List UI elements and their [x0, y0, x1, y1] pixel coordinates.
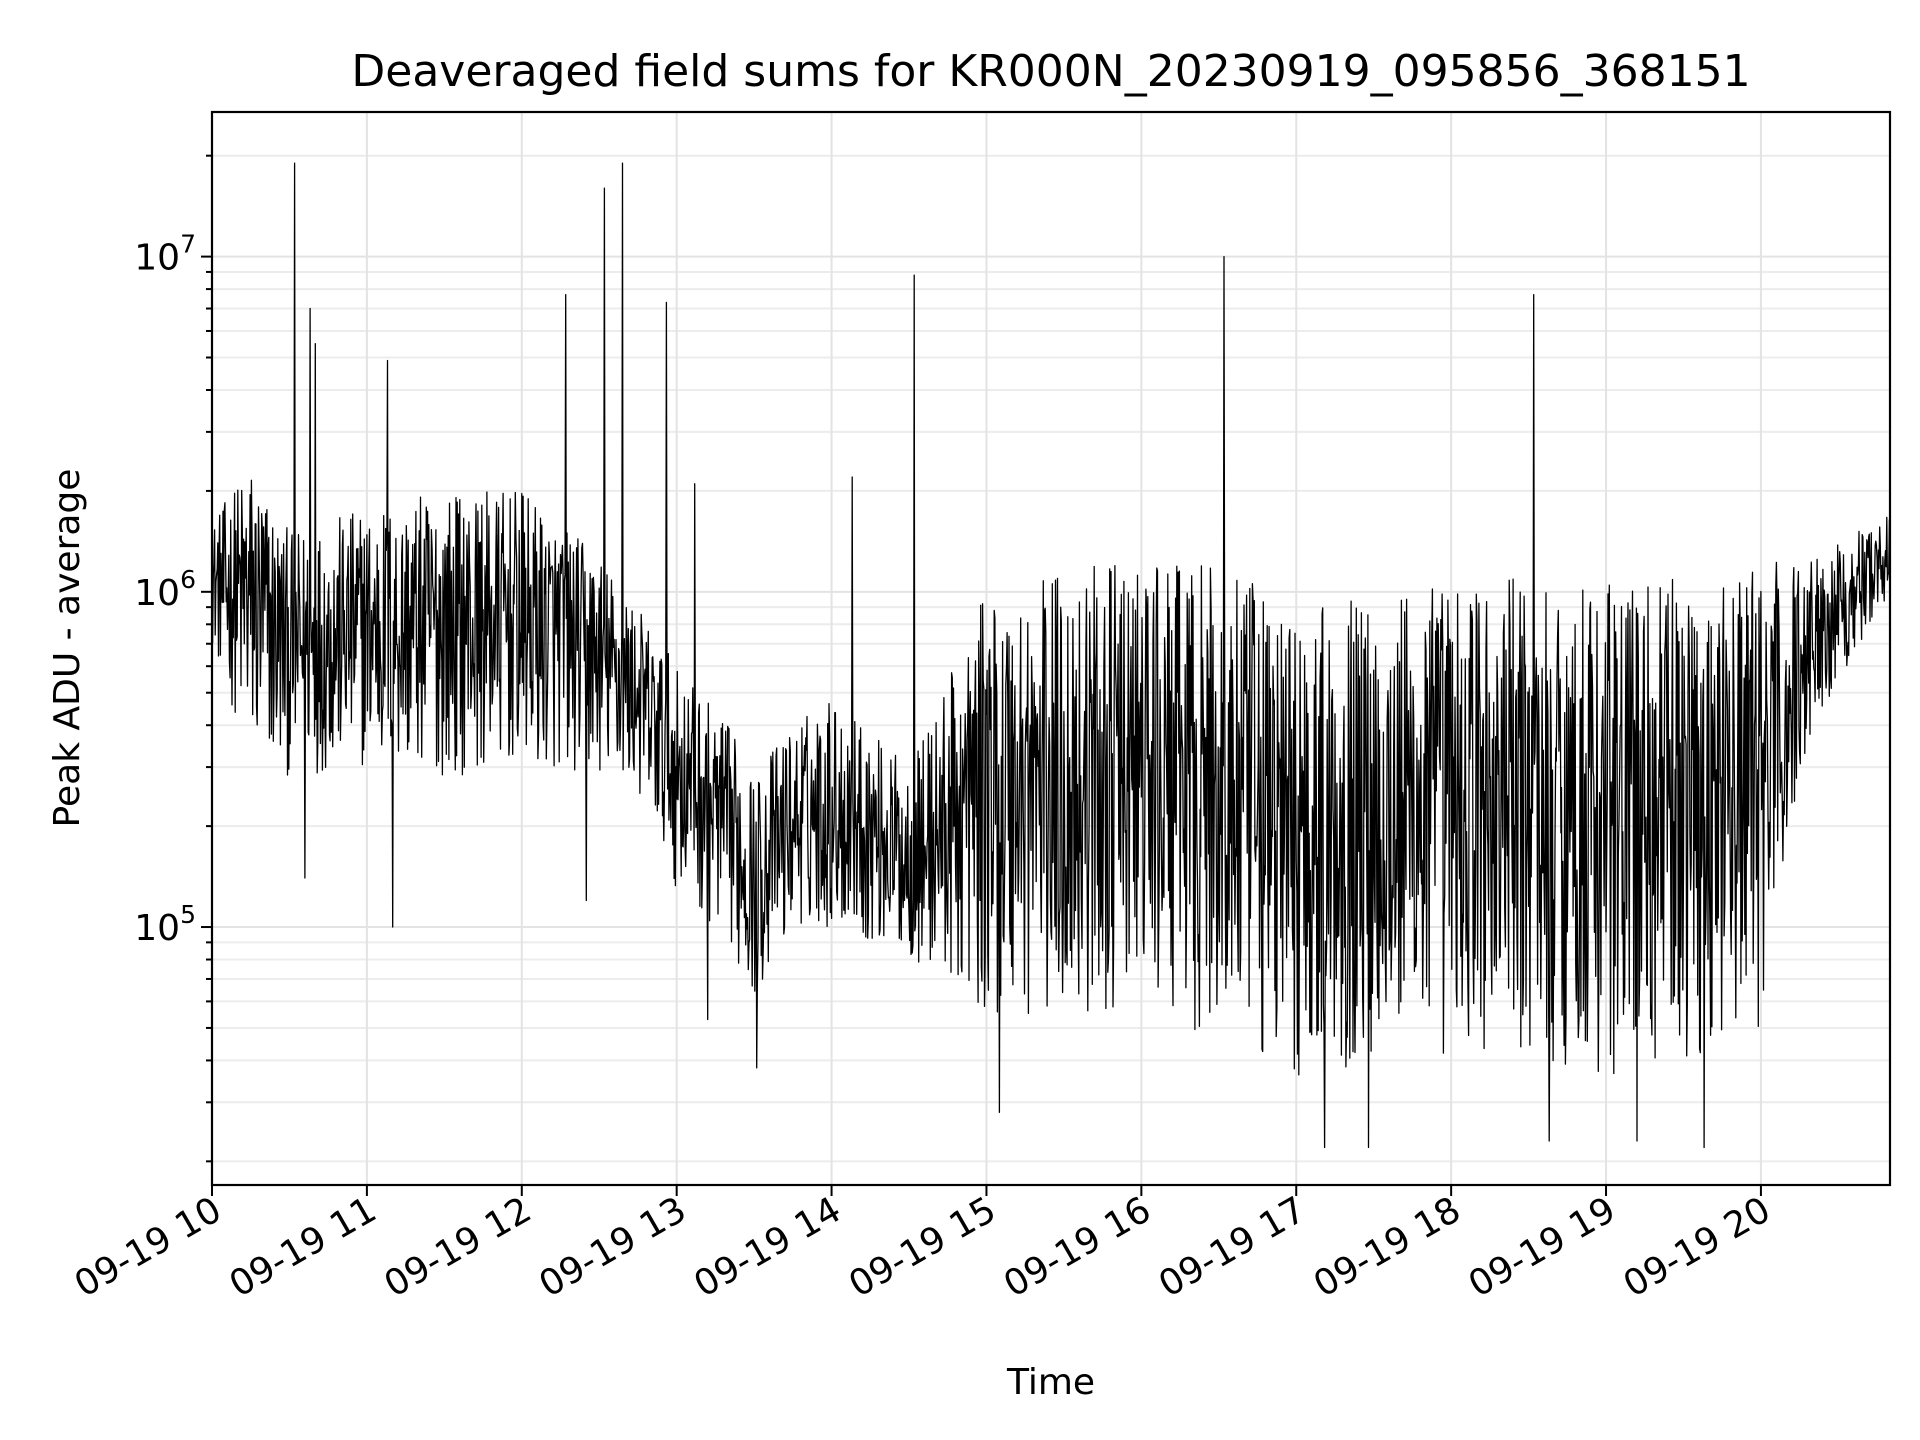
x-axis-label: Time	[1006, 1362, 1095, 1403]
y-tick-label: 107	[134, 230, 196, 279]
y-tick-label: 105	[134, 900, 196, 949]
y-tick-base: 10	[134, 573, 180, 614]
chart-title: Deaveraged field sums for KR000N_2023091…	[351, 46, 1750, 97]
y-axis-label: Peak ADU - average	[47, 469, 88, 828]
series-line	[211, 162, 1891, 1149]
y-tick-base: 10	[134, 238, 180, 279]
y-tick-base: 10	[134, 908, 180, 949]
y-tick-exponent: 7	[180, 230, 196, 259]
y-tick-label: 106	[134, 565, 196, 614]
y-tick-exponent: 6	[180, 565, 196, 594]
plot-frame	[210, 110, 1892, 1187]
y-tick-exponent: 5	[180, 900, 196, 929]
